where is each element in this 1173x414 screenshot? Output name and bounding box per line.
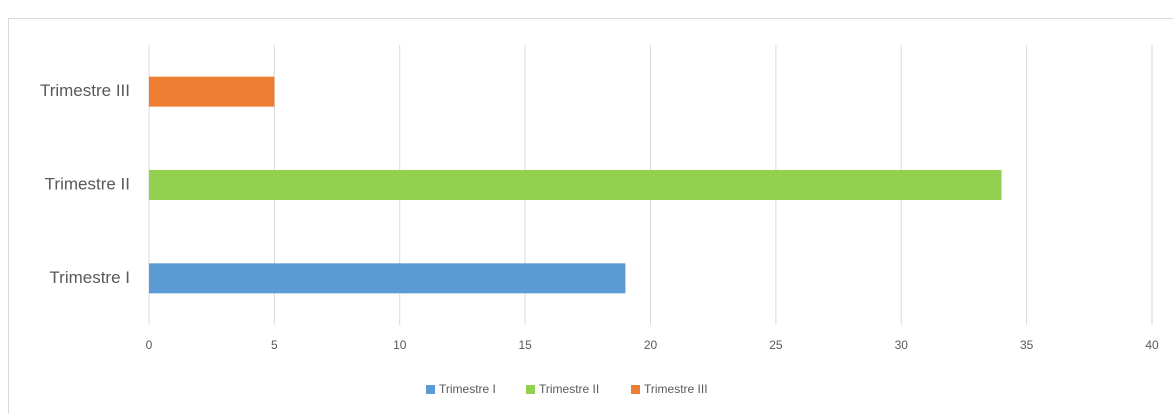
bar — [149, 170, 1002, 200]
x-tick-label: 20 — [644, 338, 658, 352]
legend-label: Trimestre I — [439, 382, 496, 396]
x-tick-label: 15 — [518, 338, 532, 352]
x-tick-label: 40 — [1145, 338, 1159, 352]
y-tick-label: Trimestre III — [40, 81, 130, 100]
legend-label: Trimestre III — [644, 382, 708, 396]
y-tick-label: Trimestre I — [49, 268, 130, 287]
x-tick-label: 35 — [1020, 338, 1034, 352]
x-tick-label: 30 — [895, 338, 909, 352]
chart-border — [8, 18, 1173, 414]
legend-swatch — [526, 385, 535, 394]
legend-label: Trimestre II — [539, 382, 599, 396]
bar — [149, 76, 275, 107]
legend-swatch — [426, 385, 435, 394]
legend-swatch — [631, 385, 640, 394]
x-tick-label: 0 — [146, 338, 153, 352]
x-tick-label: 25 — [769, 338, 783, 352]
y-tick-label: Trimestre II — [45, 174, 130, 193]
x-tick-label: 10 — [393, 338, 407, 352]
x-tick-label: 5 — [271, 338, 278, 352]
bar — [149, 263, 626, 294]
